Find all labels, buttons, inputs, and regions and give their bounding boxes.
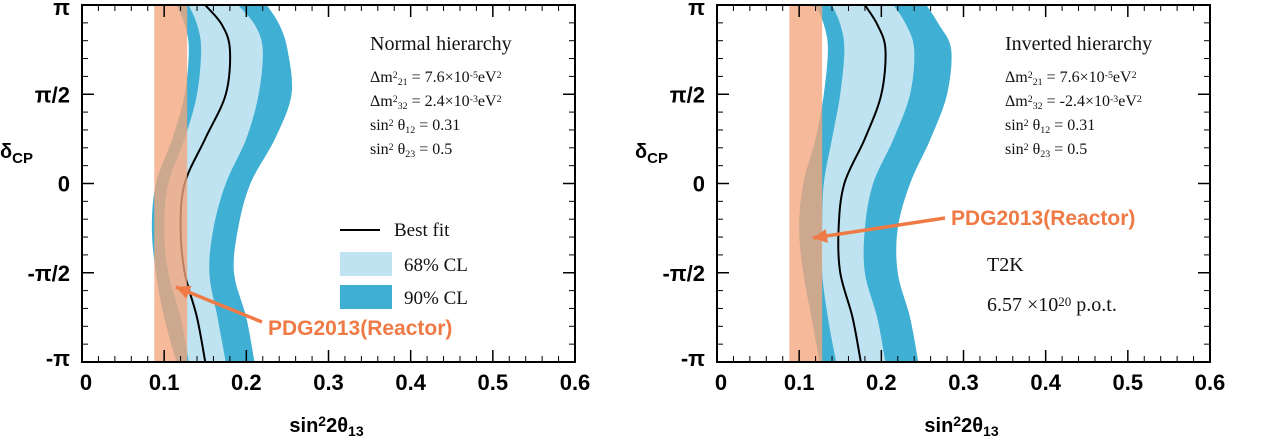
band-68cl <box>164 5 263 362</box>
legend-swatch-90cl <box>340 285 392 309</box>
param-line: Δm232 = -2.4×10-3eV2 <box>1005 93 1142 112</box>
y-tick-label: 0 <box>58 172 70 197</box>
x-tick-label: 0.5 <box>478 370 509 395</box>
x-tick-label: 0.3 <box>313 370 344 395</box>
hierarchy-title: Inverted hierarchy <box>1005 33 1152 55</box>
x-tick-label: 0.1 <box>784 370 815 395</box>
y-tick-label: π/2 <box>35 82 70 107</box>
x-axis-title: sin22θ13 <box>289 413 363 439</box>
param-line: Δm221 = 7.6×10-5eV2 <box>370 69 502 88</box>
x-axis-title: sin22θ13 <box>924 413 998 439</box>
exposure-label: 6.57 ×1020 p.o.t. <box>987 294 1117 316</box>
legend-label: 68% CL <box>404 255 468 276</box>
y-tick-label: -π <box>681 346 705 371</box>
annotation-arrow <box>812 216 946 240</box>
experiment-label: T2K <box>987 254 1024 276</box>
annotation-label: PDG2013(Reactor) <box>268 317 452 340</box>
y-tick-label: π <box>53 0 70 20</box>
y-axis-title: δCP <box>635 141 668 167</box>
y-tick-label: π/2 <box>670 82 705 107</box>
y-tick-label: -π/2 <box>27 261 70 286</box>
x-tick-label: 0 <box>80 370 92 395</box>
best-fit-line <box>179 5 232 362</box>
x-tick-label: 0.4 <box>395 370 426 395</box>
y-tick-label: -π <box>46 346 70 371</box>
x-tick-label: 0.2 <box>866 370 897 395</box>
legend-label: Best fit <box>394 220 450 241</box>
annotation-arrowhead <box>813 228 828 243</box>
chart-panel-left: 0 0.1 0.2 0.3 0.4 0.5 0.6 -π -π/2 0 π/2 π sin22θ13 δC… <box>0 0 590 439</box>
best-fit-line <box>837 5 887 362</box>
annotation-arrow <box>175 285 263 324</box>
reactor-band <box>789 5 823 362</box>
hierarchy-title: Normal hierarchy <box>370 33 512 55</box>
param-line: sin2 θ23 = 0.5 <box>370 141 452 160</box>
band-68cl <box>821 5 915 362</box>
param-line: Δm221 = 7.6×10-5eV2 <box>1005 69 1137 88</box>
x-tick-label: 0.3 <box>948 370 979 395</box>
x-tick-label: 0.6 <box>1195 370 1226 395</box>
plot-area <box>789 5 952 362</box>
annotation-label: PDG2013(Reactor) <box>951 207 1135 230</box>
y-tick-label: 0 <box>693 172 705 197</box>
x-tick-label: 0 <box>715 370 727 395</box>
y-tick-label: π <box>688 0 705 20</box>
x-tick-label: 0.1 <box>149 370 180 395</box>
param-line: Δm232 = 2.4×10-3eV2 <box>370 93 502 112</box>
x-tick-label: 0.2 <box>231 370 262 395</box>
param-line: sin2 θ12 = 0.31 <box>370 117 460 136</box>
legend-label: 90% CL <box>404 288 468 309</box>
y-axis-title: δCP <box>0 141 33 167</box>
reactor-band <box>154 5 188 362</box>
plot-area <box>151 5 293 362</box>
param-line: sin2 θ12 = 0.31 <box>1005 117 1095 136</box>
legend-swatch-68cl <box>340 252 392 276</box>
x-tick-label: 0.6 <box>560 370 591 395</box>
annotation-arrowhead <box>176 285 192 299</box>
y-tick-label: -π/2 <box>662 261 705 286</box>
chart-panel-right: 0 0.1 0.2 0.3 0.4 0.5 0.6 -π -π/2 0 π/2 π sin22θ13 δC… <box>635 0 1225 439</box>
param-line: sin2 θ23 = 0.5 <box>1005 141 1087 160</box>
x-tick-label: 0.5 <box>1113 370 1144 395</box>
x-tick-label: 0.4 <box>1030 370 1061 395</box>
